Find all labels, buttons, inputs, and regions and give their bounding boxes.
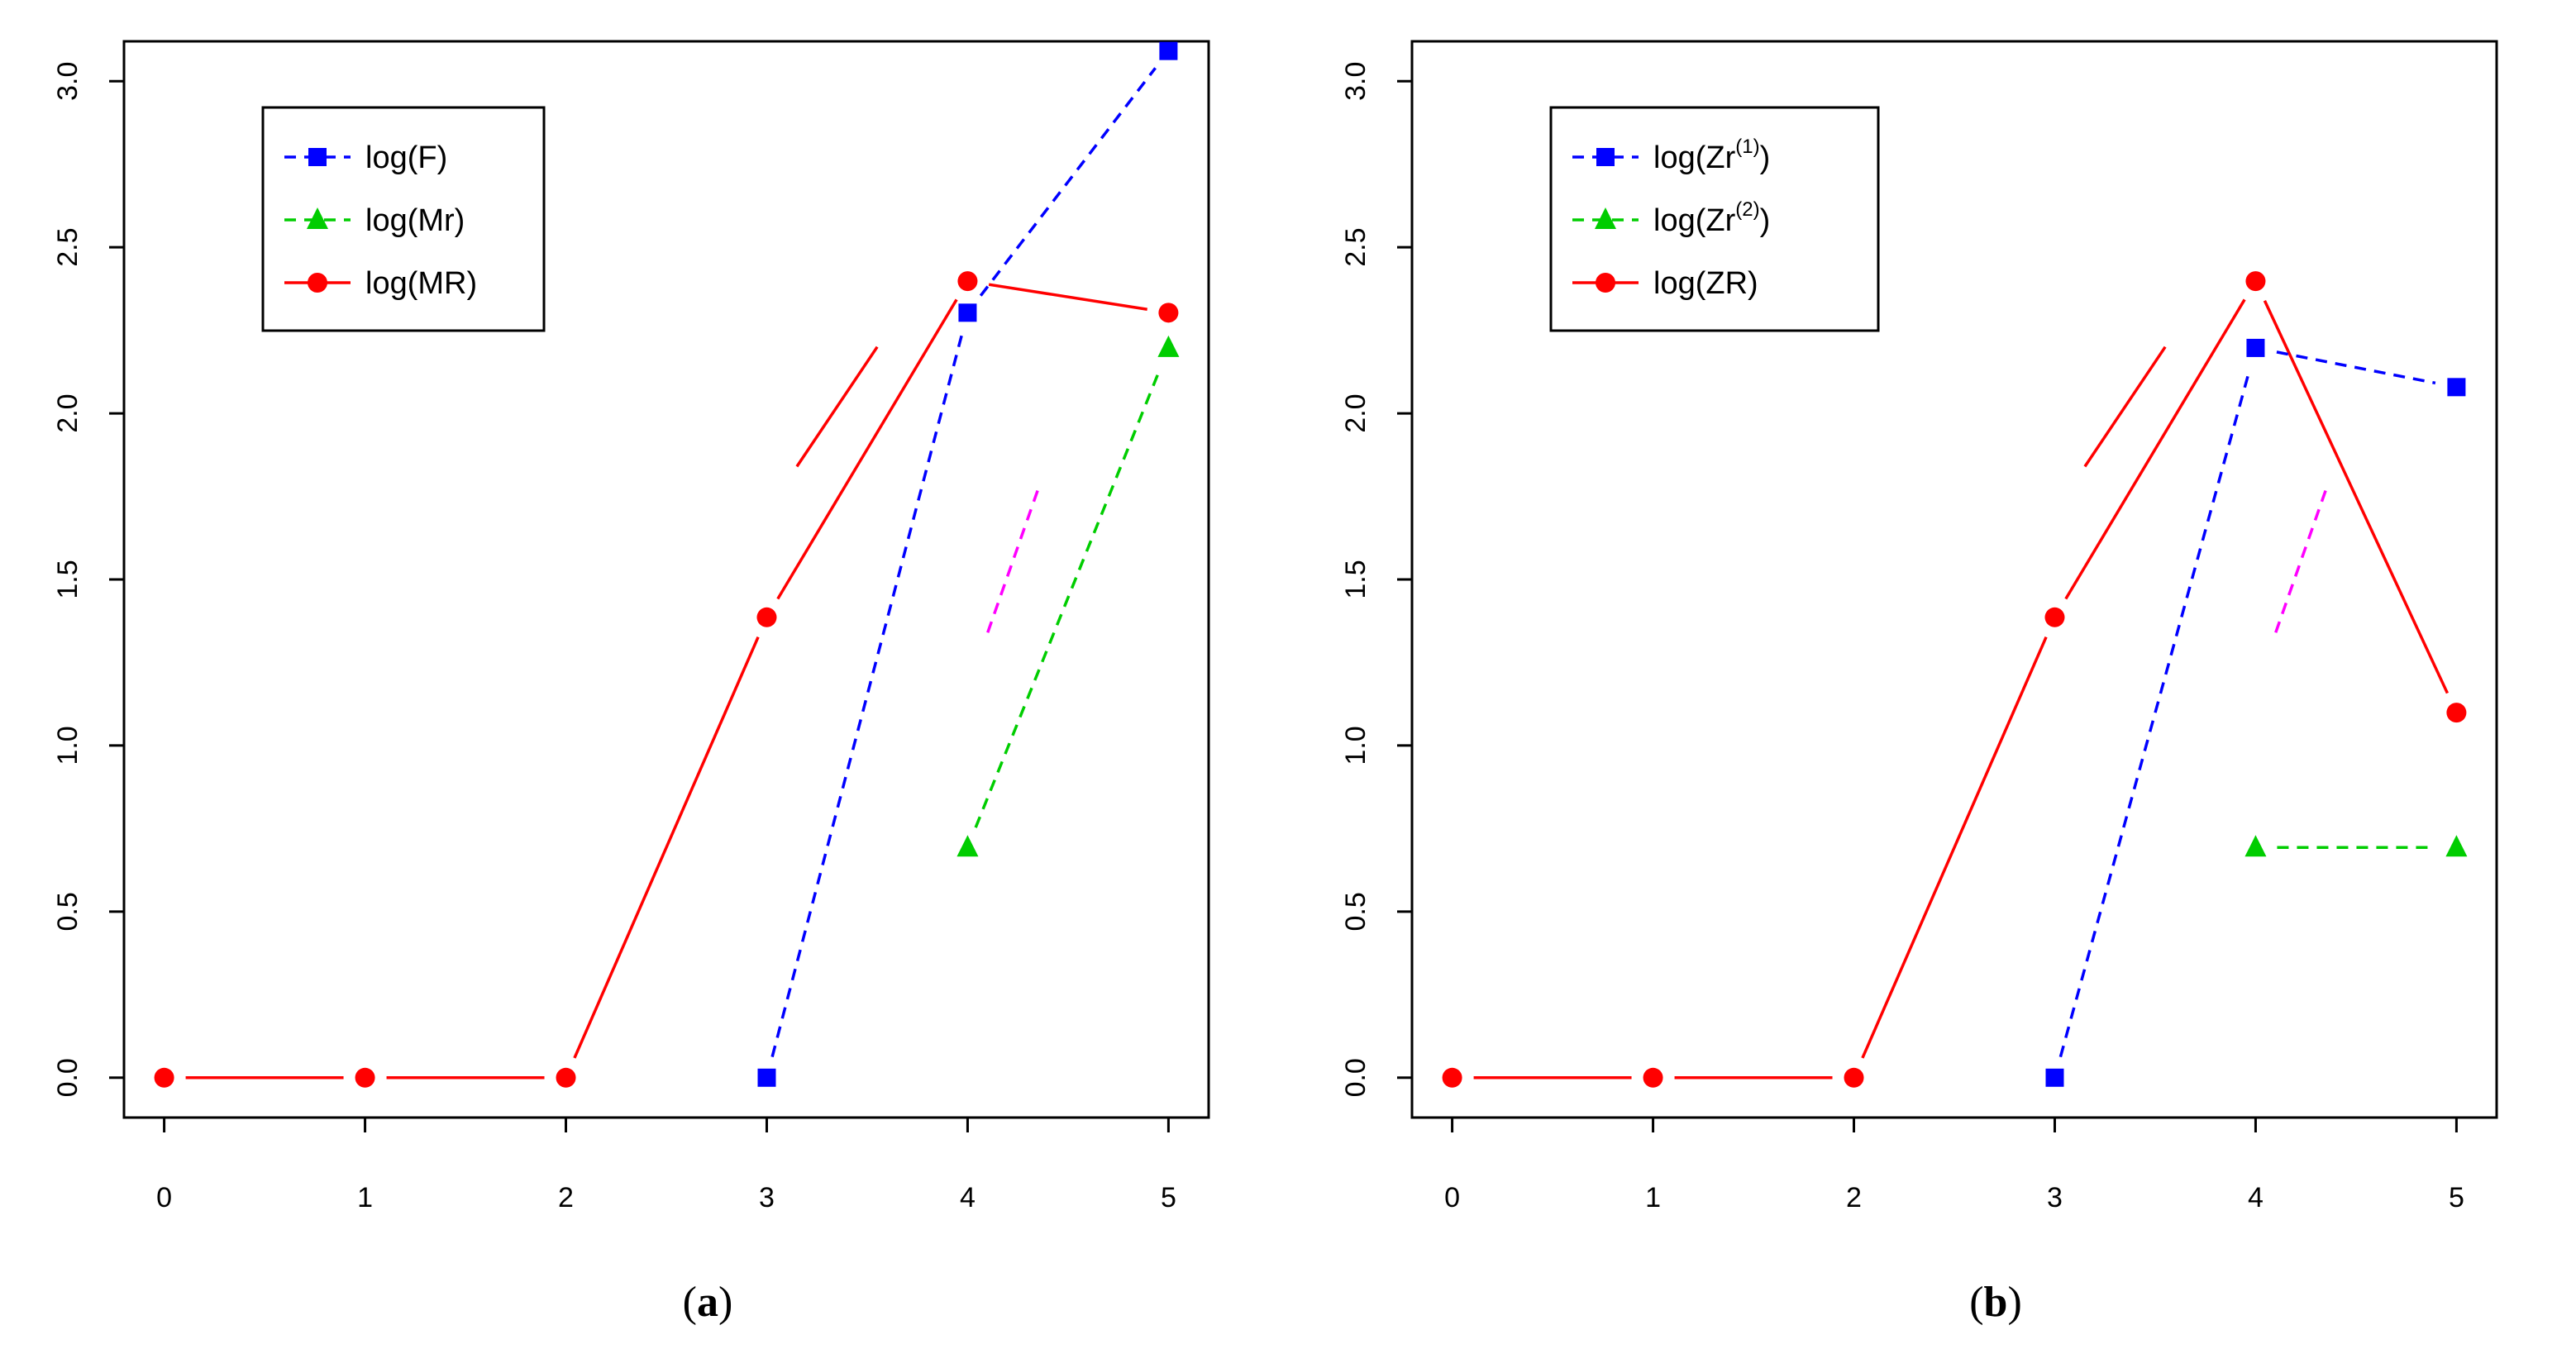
chart-a-annotation-segment-1 [795, 346, 879, 468]
chart-a-data-point [956, 835, 979, 857]
chart-b-series-line-segment [2058, 368, 2252, 1058]
chart-b-y-tick-label: 0.0 [1340, 1058, 1371, 1097]
chart-a-x-tick-label: 0 [156, 1182, 172, 1213]
chart-panel-a: 0 1 2 3 4 5 0.0 0.5 1.0 1.5 2.0 2.5 3.0 log(F) log(Mr)… [52, 40, 1210, 1326]
chart-b-series-line-segment [2064, 298, 2246, 600]
chart-b-annotation-segment-2 [2274, 489, 2328, 633]
chart-a-y-tick-label: 0.5 [52, 892, 83, 931]
chart-a-y-tick-label: 3.0 [52, 62, 83, 101]
chart-b-data-point [2245, 271, 2266, 292]
chart-b-legend-marker [1596, 273, 1615, 293]
chart-a-x-tick-label: 5 [1161, 1182, 1176, 1213]
chart-b-series-line-segment [2276, 350, 2436, 385]
chart-b-data-point [1844, 1067, 1864, 1088]
chart-a-legend-marker [307, 207, 328, 229]
chart-b-y-tick-label: 0.5 [1340, 892, 1371, 931]
chart-b-legend: log(Zr(1)) log(Zr(2)) log(ZR) [1549, 106, 1880, 332]
chart-b-x-tick-label: 5 [2449, 1182, 2464, 1213]
chart-b-legend-entry: log(Zr(1)) [1572, 136, 1770, 175]
chart-b-x-tick-label: 2 [1846, 1182, 1862, 1213]
chart-b-y-tick-label: 2.5 [1340, 228, 1371, 267]
chart-b-series-line-segment [1861, 636, 2048, 1059]
chart-b-legend-marker [1595, 207, 1616, 229]
chart-a-series-line-segment [776, 298, 958, 600]
chart-b-annotation-segment-1 [2083, 346, 2167, 468]
chart-b-data-point [2044, 607, 2065, 627]
chart-a-series-log(Mr) [956, 335, 1180, 857]
chart-a-y-tick-label: 1.0 [52, 726, 83, 765]
chart-b-legend-label: log(Zr(2)) [1653, 198, 1770, 238]
chart-b-legend-marker [1596, 148, 1615, 166]
chart-b-y-tick-label: 2.0 [1340, 393, 1371, 432]
chart-b-legend-label: log(Zr(1)) [1653, 136, 1770, 175]
chart-a-y-tick-label: 2.5 [52, 228, 83, 267]
chart-b-data-point [2246, 338, 2265, 357]
chart-b-data-point [2447, 378, 2466, 397]
chart-a-legend-label: log(MR) [365, 266, 477, 301]
chart-a-data-point [1157, 335, 1180, 357]
chart-a-data-point [756, 607, 777, 627]
chart-b: 0 1 2 3 4 50.00.51.01.52.02.53.0log(Zr(1))log… [1340, 40, 2498, 1326]
chart-a: 0 1 2 3 4 5 0.0 0.5 1.0 1.5 2.0 2.5 3.0 log(F) log(Mr)… [52, 40, 1210, 1326]
chart-b-data-point [1442, 1067, 1462, 1088]
chart-a-legend-entry: log(MR) [284, 266, 477, 301]
chart-a-series-line-segment [979, 67, 1157, 297]
chart-a-data-point [1159, 41, 1178, 60]
chart-b-data-point [2045, 1068, 2064, 1087]
chart-b-series-log(ZR) [1442, 271, 2467, 1088]
chart-a-data-point [958, 303, 977, 322]
chart-b-x-tick-label: 4 [2248, 1182, 2264, 1213]
chart-a-data-point [757, 1068, 776, 1087]
chart-b-legend-label: log(ZR) [1653, 266, 1758, 301]
chart-b-y-tick-label: 1.5 [1340, 560, 1371, 598]
chart-b-series-log(Zr(2)) [2244, 835, 2468, 857]
chart-a-y-tick-label: 0.0 [52, 1058, 83, 1097]
chart-a-x-tick-label: 1 [357, 1182, 373, 1213]
chart-b-series-line-segment [2263, 299, 2450, 694]
chart-b-x-tick-label: 3 [2047, 1182, 2063, 1213]
chart-b-legend-entry: log(ZR) [1572, 266, 1758, 301]
chart-a-x-tick-label: 2 [558, 1182, 574, 1213]
chart-a-y-tick-label: 2.0 [52, 393, 83, 432]
chart-b-x-tick-label: 0 [1444, 1182, 1460, 1213]
chart-a-series-line-segment [770, 333, 964, 1058]
chart-b-caption: (b) [1969, 1279, 2022, 1326]
chart-b-series-log(Zr(1)) [2045, 338, 2466, 1087]
chart-a-data-point [154, 1067, 174, 1088]
chart-a-legend-marker [308, 273, 327, 293]
chart-a-data-point [355, 1067, 375, 1088]
chart-a-legend: log(F) log(Mr) log(MR) [261, 106, 546, 332]
chart-a-series-line-segment [988, 283, 1147, 312]
chart-a-series-line-segment [974, 367, 1162, 828]
chart-b-data-point [2244, 835, 2267, 857]
chart-panel-b: 0 1 2 3 4 5 0.0 0.5 1.0 1.5 2.0 2.5 3.0 log(Zr(1)) log… [1288, 0, 2576, 1349]
chart-b-x-tick-label: 1 [1645, 1182, 1661, 1213]
chart-a-legend-label: log(F) [365, 141, 447, 175]
chart-a-data-point [556, 1067, 576, 1088]
chart-a-annotation-segment-2 [986, 489, 1040, 633]
chart-a-series-log(MR) [154, 271, 1179, 1088]
chart-a-y-tick-label: 1.5 [52, 560, 83, 598]
chart-a-caption: (a) [683, 1279, 733, 1326]
chart-a-x-tick-label: 4 [960, 1182, 976, 1213]
chart-a-legend-label: log(Mr) [365, 203, 465, 238]
chart-b-legend-entry: log(Zr(2)) [1572, 198, 1770, 238]
chart-b-data-point [1643, 1067, 1663, 1088]
chart-b-data-point [2445, 835, 2468, 857]
chart-b-y-tick-label: 3.0 [1340, 62, 1371, 101]
chart-a-x-tick-label: 3 [759, 1182, 775, 1213]
chart-a-data-point [1158, 303, 1179, 323]
chart-a-data-point [957, 271, 978, 292]
chart-b-y-tick-label: 1.0 [1340, 726, 1371, 765]
chart-b-data-point [2446, 703, 2467, 723]
chart-a-legend-entry: log(Mr) [284, 203, 465, 238]
chart-a-series-log(F) [757, 41, 1178, 1087]
chart-a-series-line-segment [573, 636, 760, 1059]
chart-a-legend-marker [308, 148, 327, 166]
chart-a-legend-entry: log(F) [284, 141, 447, 175]
